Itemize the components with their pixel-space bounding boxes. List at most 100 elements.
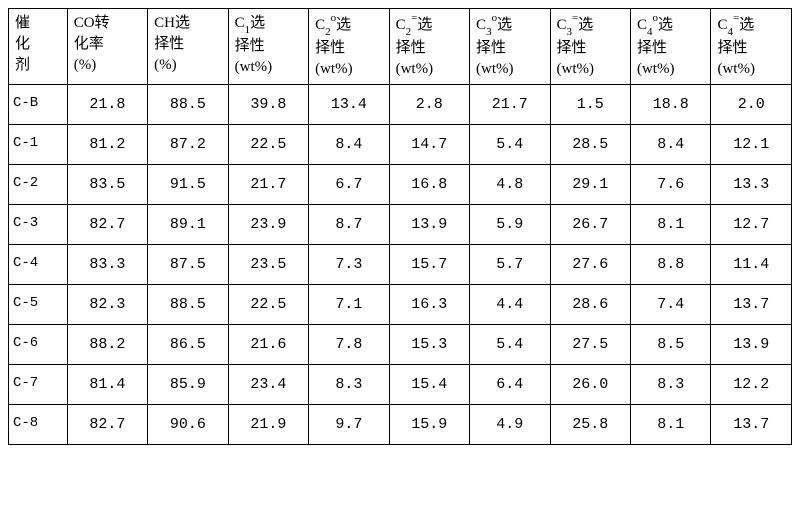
header-text: 择性 [476, 38, 543, 59]
catalyst-label-cell: C-8 [9, 405, 68, 445]
data-cell: 8.8 [630, 245, 710, 285]
catalyst-data-table: 催 化 剂 CO转 化率 (%) CH选 择性 (%) C1选 择性 (wt%)… [8, 8, 792, 445]
data-cell: 88.2 [67, 325, 147, 365]
data-cell: 8.4 [309, 125, 389, 165]
header-text: 择性 [557, 38, 624, 59]
data-cell: 86.5 [148, 325, 228, 365]
catalyst-label-cell: C-4 [9, 245, 68, 285]
header-text: (wt%) [717, 59, 785, 80]
table-row: C-688.286.521.67.815.35.427.58.513.9 [9, 325, 792, 365]
header-c2o: C2o选 择性 (wt%) [309, 9, 389, 85]
data-cell: 39.8 [228, 85, 308, 125]
data-cell: 91.5 [148, 165, 228, 205]
data-cell: 5.4 [470, 125, 550, 165]
data-cell: 15.4 [389, 365, 469, 405]
data-cell: 82.7 [67, 205, 147, 245]
data-cell: 11.4 [711, 245, 792, 285]
header-catalyst: 催 化 剂 [9, 9, 68, 85]
data-cell: 26.0 [550, 365, 630, 405]
data-cell: 89.1 [148, 205, 228, 245]
data-cell: 13.9 [711, 325, 792, 365]
table-row: C-882.790.621.99.715.94.925.88.113.7 [9, 405, 792, 445]
header-text: C2=选 [396, 13, 463, 38]
header-c4e: C4=选 择性 (wt%) [711, 9, 792, 85]
header-text: (wt%) [476, 59, 543, 80]
data-cell: 83.3 [67, 245, 147, 285]
data-cell: 8.5 [630, 325, 710, 365]
data-cell: 16.3 [389, 285, 469, 325]
data-cell: 21.9 [228, 405, 308, 445]
data-cell: 21.7 [228, 165, 308, 205]
header-text: (wt%) [396, 59, 463, 80]
data-cell: 82.7 [67, 405, 147, 445]
data-cell: 5.7 [470, 245, 550, 285]
data-cell: 88.5 [148, 285, 228, 325]
data-cell: 28.5 [550, 125, 630, 165]
data-cell: 14.7 [389, 125, 469, 165]
catalyst-label-cell: C-B [9, 85, 68, 125]
data-cell: 8.1 [630, 205, 710, 245]
data-cell: 81.2 [67, 125, 147, 165]
header-text: C4o选 [637, 13, 704, 38]
data-cell: 88.5 [148, 85, 228, 125]
catalyst-label-cell: C-2 [9, 165, 68, 205]
header-c3o: C3o选 择性 (wt%) [470, 9, 550, 85]
data-cell: 81.4 [67, 365, 147, 405]
header-text: 择性 [235, 36, 302, 57]
data-cell: 4.4 [470, 285, 550, 325]
header-text: C2o选 [315, 13, 382, 38]
header-text: (wt%) [235, 57, 302, 78]
header-text: 剂 [15, 55, 61, 76]
header-text: 化率 [74, 34, 141, 55]
table-row: C-781.485.923.48.315.46.426.08.312.2 [9, 365, 792, 405]
data-cell: 15.9 [389, 405, 469, 445]
data-cell: 22.5 [228, 125, 308, 165]
data-cell: 23.5 [228, 245, 308, 285]
data-cell: 15.3 [389, 325, 469, 365]
header-c2e: C2=选 择性 (wt%) [389, 9, 469, 85]
data-cell: 9.7 [309, 405, 389, 445]
data-cell: 85.9 [148, 365, 228, 405]
data-cell: 7.8 [309, 325, 389, 365]
table-row: C-283.591.521.76.716.84.829.17.613.3 [9, 165, 792, 205]
data-cell: 12.7 [711, 205, 792, 245]
data-cell: 13.9 [389, 205, 469, 245]
data-cell: 15.7 [389, 245, 469, 285]
data-cell: 5.4 [470, 325, 550, 365]
data-cell: 13.7 [711, 405, 792, 445]
header-text: 择性 [396, 38, 463, 59]
data-cell: 21.8 [67, 85, 147, 125]
data-cell: 87.2 [148, 125, 228, 165]
data-cell: 13.7 [711, 285, 792, 325]
data-cell: 16.8 [389, 165, 469, 205]
data-cell: 8.4 [630, 125, 710, 165]
header-c4o: C4o选 择性 (wt%) [630, 9, 710, 85]
header-text: 择性 [315, 38, 382, 59]
table-row: C-582.388.522.57.116.34.428.67.413.7 [9, 285, 792, 325]
data-cell: 25.8 [550, 405, 630, 445]
data-cell: 8.7 [309, 205, 389, 245]
header-text: 化 [15, 34, 61, 55]
header-text: 择性 [637, 38, 704, 59]
header-text: C3o选 [476, 13, 543, 38]
data-cell: 12.1 [711, 125, 792, 165]
header-ch-selectivity: CH选 择性 (%) [148, 9, 228, 85]
header-row: 催 化 剂 CO转 化率 (%) CH选 择性 (%) C1选 择性 (wt%)… [9, 9, 792, 85]
header-text: C1选 [235, 13, 302, 36]
header-text: (wt%) [637, 59, 704, 80]
data-cell: 6.7 [309, 165, 389, 205]
data-cell: 8.3 [630, 365, 710, 405]
table-row: C-382.789.123.98.713.95.926.78.112.7 [9, 205, 792, 245]
data-cell: 4.8 [470, 165, 550, 205]
data-cell: 5.9 [470, 205, 550, 245]
catalyst-label-cell: C-1 [9, 125, 68, 165]
header-text: (%) [74, 55, 141, 76]
header-text: 择性 [154, 34, 221, 55]
header-text: CO转 [74, 13, 141, 34]
data-cell: 82.3 [67, 285, 147, 325]
data-cell: 29.1 [550, 165, 630, 205]
table-row: C-483.387.523.57.315.75.727.68.811.4 [9, 245, 792, 285]
catalyst-label-cell: C-7 [9, 365, 68, 405]
data-cell: 23.4 [228, 365, 308, 405]
data-cell: 2.8 [389, 85, 469, 125]
